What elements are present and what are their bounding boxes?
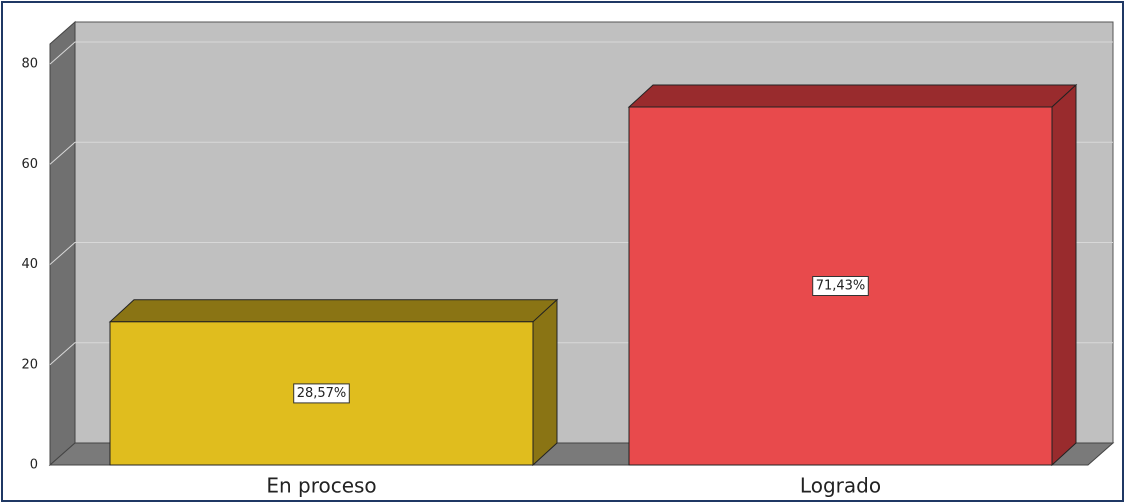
left-wall [49, 20, 76, 467]
y-tick-label: 20 [21, 357, 38, 372]
y-tick-label: 60 [21, 157, 38, 172]
x-tick-label: Logrado [800, 474, 881, 498]
y-tick-label: 80 [21, 57, 38, 72]
y-tick-label: 0 [30, 458, 38, 473]
value-label-box [293, 383, 350, 404]
bar-group [627, 83, 1078, 467]
value-label: 71,43% [816, 278, 866, 293]
y-tick-label: 40 [21, 257, 38, 272]
bar-group [108, 298, 559, 467]
x-tick-label: En proceso [266, 474, 376, 498]
bar-top [627, 84, 1078, 108]
value-label: 28,57% [297, 386, 347, 401]
grid-line [49, 41, 1113, 65]
bar-side [532, 298, 558, 467]
bar-side [1051, 83, 1077, 467]
bar-top [108, 299, 559, 323]
value-label-box [812, 275, 869, 296]
